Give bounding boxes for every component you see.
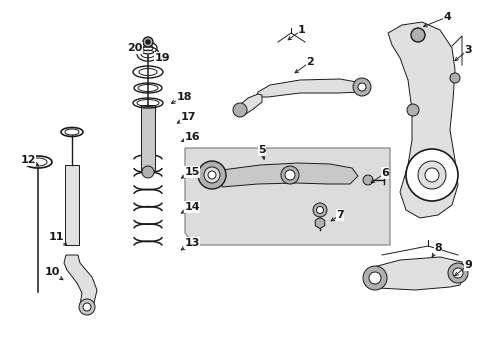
Circle shape [312,203,326,217]
Circle shape [198,161,225,189]
Circle shape [452,268,462,278]
Text: 5: 5 [258,145,265,155]
Circle shape [145,40,150,45]
Text: 19: 19 [154,53,169,63]
Text: 20: 20 [127,43,142,53]
Circle shape [281,166,298,184]
Polygon shape [387,22,457,218]
Text: 15: 15 [184,167,199,177]
Polygon shape [184,148,389,245]
Text: 13: 13 [184,238,199,248]
Text: 3: 3 [463,45,471,55]
Circle shape [368,272,380,284]
Circle shape [449,73,459,83]
Text: 7: 7 [335,210,343,220]
Text: 17: 17 [180,112,195,122]
Circle shape [406,104,418,116]
Text: 2: 2 [305,57,313,67]
Circle shape [352,78,370,96]
Circle shape [362,266,386,290]
Circle shape [362,175,372,185]
Circle shape [83,303,91,311]
Polygon shape [238,94,262,115]
Text: 4: 4 [442,12,450,22]
Bar [65,165,79,245]
Text: 16: 16 [184,132,200,142]
Circle shape [232,103,246,117]
Text: 8: 8 [433,243,441,253]
Circle shape [79,299,95,315]
Text: 1: 1 [298,25,305,35]
Circle shape [285,170,294,180]
Text: 12: 12 [20,155,36,165]
Circle shape [417,161,445,189]
Polygon shape [64,255,97,310]
Circle shape [410,28,424,42]
Bar [141,105,155,170]
Circle shape [207,171,216,179]
Circle shape [447,263,467,283]
Circle shape [142,37,153,47]
Polygon shape [367,257,464,290]
Circle shape [405,149,457,201]
Text: 18: 18 [176,92,191,102]
Polygon shape [315,217,324,229]
Text: 6: 6 [380,168,388,178]
Text: 11: 11 [48,232,63,242]
Text: 10: 10 [44,267,60,277]
Circle shape [142,166,154,178]
Circle shape [316,207,323,213]
Circle shape [203,167,220,183]
Polygon shape [256,79,361,97]
Circle shape [357,83,365,91]
Text: 14: 14 [184,202,200,212]
Text: 9: 9 [463,260,471,270]
Polygon shape [222,163,357,187]
Circle shape [424,168,438,182]
